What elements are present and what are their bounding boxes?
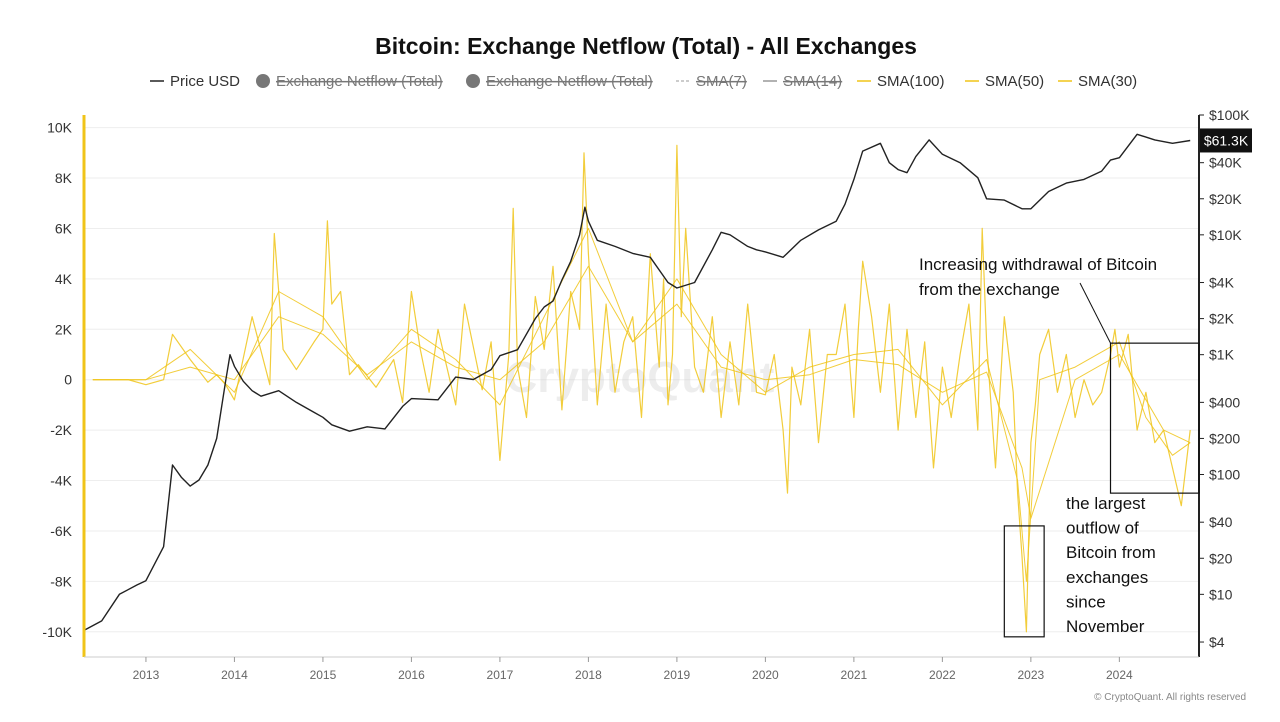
series-sma-50: [92, 227, 1191, 582]
x-tick-label: 2017: [487, 668, 514, 682]
left-tick-label: -6K: [50, 523, 72, 539]
annotation-text-outflow: Bitcoin from: [1066, 543, 1156, 562]
x-tick-label: 2019: [664, 668, 691, 682]
legend-entry: Price USD: [150, 73, 240, 90]
series-price-usd: [83, 133, 1191, 632]
legend-label: Price USD: [170, 73, 240, 90]
annotation-arrow: [1079, 282, 1111, 344]
annotation-text-outflow: November: [1066, 617, 1145, 636]
right-tick-label: $100: [1209, 467, 1240, 483]
left-tick-label: -8K: [50, 573, 72, 589]
x-tick-label: 2024: [1106, 668, 1133, 682]
chart-title: Bitcoin: Exchange Netflow (Total) - All …: [375, 33, 917, 59]
chart-annotations: Increasing withdrawal of Bitcoin from the…: [919, 255, 1200, 638]
watermark: CryptoQuant: [506, 353, 775, 402]
right-tick-label: $10K: [1209, 227, 1242, 243]
left-tick-label: 2K: [55, 321, 73, 337]
legend-entry: SMA(50): [965, 73, 1044, 90]
chart-legend: Price USD Exchange Netflow (Total) Exchang…: [150, 73, 1137, 90]
right-tick-label: $100K: [1209, 107, 1250, 123]
legend-entry: SMA(100): [857, 73, 945, 90]
right-tick-label: $20K: [1209, 191, 1242, 207]
left-tick-label: -2K: [50, 422, 72, 438]
x-tick-label: 2016: [398, 668, 425, 682]
x-tick-label: 2013: [133, 668, 160, 682]
right-tick-label: $40: [1209, 514, 1233, 530]
series-layer: [83, 133, 1191, 633]
annotation-text-withdrawal: from the exchange: [919, 280, 1060, 299]
right-tick-label: $20: [1209, 550, 1233, 566]
current-price-label: $61.3K: [1204, 132, 1249, 148]
legend-label: SMA(14): [783, 73, 842, 90]
chart-axes: 10K 8K 6K 4K 2K 0 -2K -4K -6K -8K -10K $100K $40K $20…: [42, 107, 1252, 682]
right-tick-label: $400: [1209, 394, 1240, 410]
right-tick-label: $1K: [1209, 347, 1235, 363]
legend-label: Exchange Netflow (Total): [486, 73, 653, 90]
x-tick-label: 2022: [929, 668, 956, 682]
annotation-box-outflow: [1003, 525, 1045, 638]
right-tick-label: $200: [1209, 430, 1240, 446]
left-tick-label: -4K: [50, 473, 72, 489]
current-price-badge: [1200, 128, 1252, 153]
x-tick-label: 2020: [752, 668, 779, 682]
left-tick-label: -10K: [42, 624, 72, 640]
left-tick-label: 6K: [55, 220, 73, 236]
legend-label: SMA(30): [1078, 73, 1137, 90]
right-tick-label: $40K: [1209, 155, 1242, 171]
legend-label: SMA(7): [696, 73, 747, 90]
annotation-text-outflow: since: [1066, 592, 1106, 611]
x-tick-label: 2018: [575, 668, 602, 682]
legend-entry: SMA(30): [1058, 73, 1137, 90]
annotation-text-outflow: the largest: [1066, 494, 1146, 513]
x-tick-label: 2021: [841, 668, 868, 682]
right-tick-label: $10: [1209, 586, 1233, 602]
legend-label: Exchange Netflow (Total): [276, 73, 443, 90]
left-tick-label: 8K: [55, 170, 73, 186]
left-tick-label: 0: [64, 372, 72, 388]
annotation-text-withdrawal: Increasing withdrawal of Bitcoin: [919, 255, 1157, 274]
legend-dot-icon: [466, 74, 480, 88]
series-sma-100: [92, 265, 1191, 519]
legend-label: SMA(100): [877, 73, 945, 90]
legend-entry: SMA(14): [763, 73, 842, 90]
right-tick-label: $4: [1209, 634, 1225, 650]
annotation-text-outflow: outflow of: [1066, 519, 1139, 538]
legend-entry: Exchange Netflow (Total): [256, 73, 443, 90]
series-sma-30: [92, 144, 1191, 633]
legend-label: SMA(50): [985, 73, 1044, 90]
legend-entry: Exchange Netflow (Total): [466, 73, 653, 90]
left-tick-label: 10K: [47, 120, 73, 136]
annotation-box-withdrawal: [1109, 342, 1200, 494]
annotation-text-outflow: exchanges: [1066, 568, 1148, 587]
right-tick-label: $2K: [1209, 311, 1235, 327]
x-tick-label: 2023: [1018, 668, 1045, 682]
right-tick-label: $4K: [1209, 275, 1235, 291]
legend-entry: SMA(7): [676, 73, 747, 90]
legend-dot-icon: [256, 74, 270, 88]
left-tick-label: 4K: [55, 271, 73, 287]
x-tick-label: 2015: [310, 668, 337, 682]
copyright: © CryptoQuant. All rights reserved: [1094, 692, 1246, 703]
x-tick-label: 2014: [221, 668, 248, 682]
